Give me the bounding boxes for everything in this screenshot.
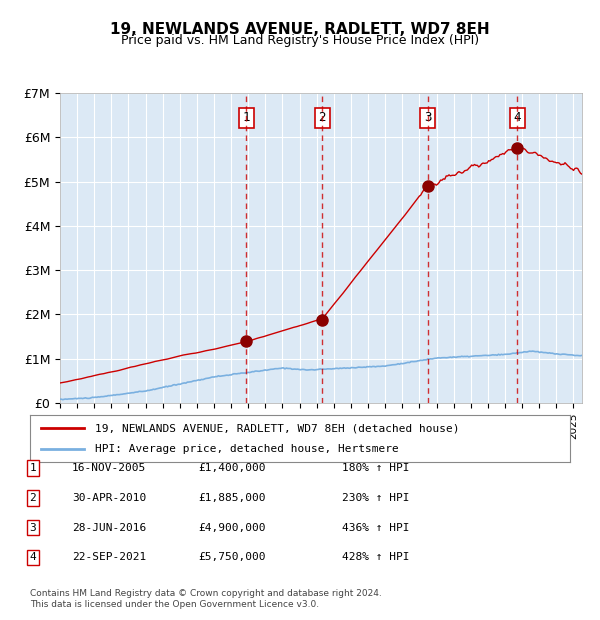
Text: 428% ↑ HPI: 428% ↑ HPI bbox=[342, 552, 409, 562]
Text: 19, NEWLANDS AVENUE, RADLETT, WD7 8EH (detached house): 19, NEWLANDS AVENUE, RADLETT, WD7 8EH (d… bbox=[95, 423, 460, 433]
Text: £1,885,000: £1,885,000 bbox=[198, 493, 265, 503]
Text: 22-SEP-2021: 22-SEP-2021 bbox=[72, 552, 146, 562]
Text: £1,400,000: £1,400,000 bbox=[198, 463, 265, 473]
Text: Price paid vs. HM Land Registry's House Price Index (HPI): Price paid vs. HM Land Registry's House … bbox=[121, 34, 479, 47]
Text: 180% ↑ HPI: 180% ↑ HPI bbox=[342, 463, 409, 473]
Text: 1: 1 bbox=[29, 463, 37, 473]
Text: 2: 2 bbox=[29, 493, 37, 503]
Text: £4,900,000: £4,900,000 bbox=[198, 523, 265, 533]
Text: 30-APR-2010: 30-APR-2010 bbox=[72, 493, 146, 503]
Text: 1: 1 bbox=[242, 112, 250, 124]
Text: £5,750,000: £5,750,000 bbox=[198, 552, 265, 562]
Text: 16-NOV-2005: 16-NOV-2005 bbox=[72, 463, 146, 473]
Text: 3: 3 bbox=[29, 523, 37, 533]
Text: 3: 3 bbox=[424, 112, 431, 124]
Text: 230% ↑ HPI: 230% ↑ HPI bbox=[342, 493, 409, 503]
Text: 19, NEWLANDS AVENUE, RADLETT, WD7 8EH: 19, NEWLANDS AVENUE, RADLETT, WD7 8EH bbox=[110, 22, 490, 37]
Text: 4: 4 bbox=[514, 112, 521, 124]
Text: 4: 4 bbox=[29, 552, 37, 562]
Text: HPI: Average price, detached house, Hertsmere: HPI: Average price, detached house, Hert… bbox=[95, 444, 398, 454]
Text: 28-JUN-2016: 28-JUN-2016 bbox=[72, 523, 146, 533]
Text: 2: 2 bbox=[319, 112, 326, 124]
Text: 436% ↑ HPI: 436% ↑ HPI bbox=[342, 523, 409, 533]
Text: Contains HM Land Registry data © Crown copyright and database right 2024.
This d: Contains HM Land Registry data © Crown c… bbox=[30, 590, 382, 609]
